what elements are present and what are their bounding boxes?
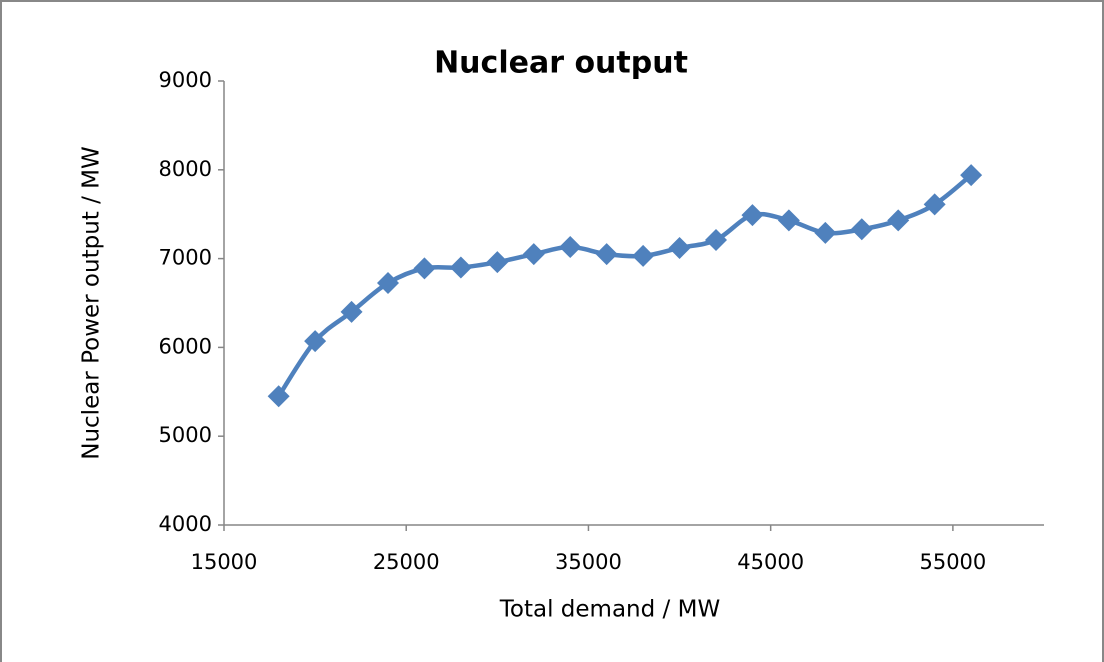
x-tick-label: 25000 bbox=[373, 550, 440, 574]
data-point bbox=[777, 209, 800, 232]
y-tick-label: 9000 bbox=[159, 68, 212, 92]
data-point bbox=[522, 243, 545, 266]
data-point bbox=[377, 272, 399, 295]
data-point bbox=[632, 244, 655, 267]
data-point bbox=[559, 236, 582, 259]
data-point bbox=[705, 228, 727, 251]
x-tick-label: 35000 bbox=[555, 550, 622, 574]
x-axis-label: Total demand / MW bbox=[499, 597, 720, 623]
data-point bbox=[668, 236, 691, 259]
data-point bbox=[595, 243, 618, 266]
data-point bbox=[340, 300, 363, 323]
data-point bbox=[304, 330, 327, 353]
data-point bbox=[814, 221, 837, 244]
data-point bbox=[887, 209, 910, 232]
data-point bbox=[267, 385, 290, 408]
y-tick-label: 6000 bbox=[159, 334, 212, 358]
data-point bbox=[413, 257, 436, 280]
y-axis-label: Nuclear Power output / MW bbox=[79, 146, 105, 460]
x-tick-label: 15000 bbox=[191, 550, 258, 574]
data-point bbox=[741, 204, 764, 227]
chart-title: Nuclear output bbox=[434, 46, 688, 81]
y-tick-label: 5000 bbox=[159, 423, 212, 447]
data-point bbox=[486, 251, 509, 274]
y-tick-label: 4000 bbox=[159, 512, 212, 536]
data-point bbox=[449, 256, 472, 279]
y-tick-label: 7000 bbox=[159, 246, 212, 270]
y-tick-label: 8000 bbox=[159, 157, 212, 181]
data-point bbox=[923, 193, 946, 216]
x-tick-label: 45000 bbox=[737, 550, 804, 574]
data-point bbox=[850, 218, 873, 241]
data-point bbox=[960, 164, 983, 187]
x-tick-label: 55000 bbox=[919, 550, 986, 574]
